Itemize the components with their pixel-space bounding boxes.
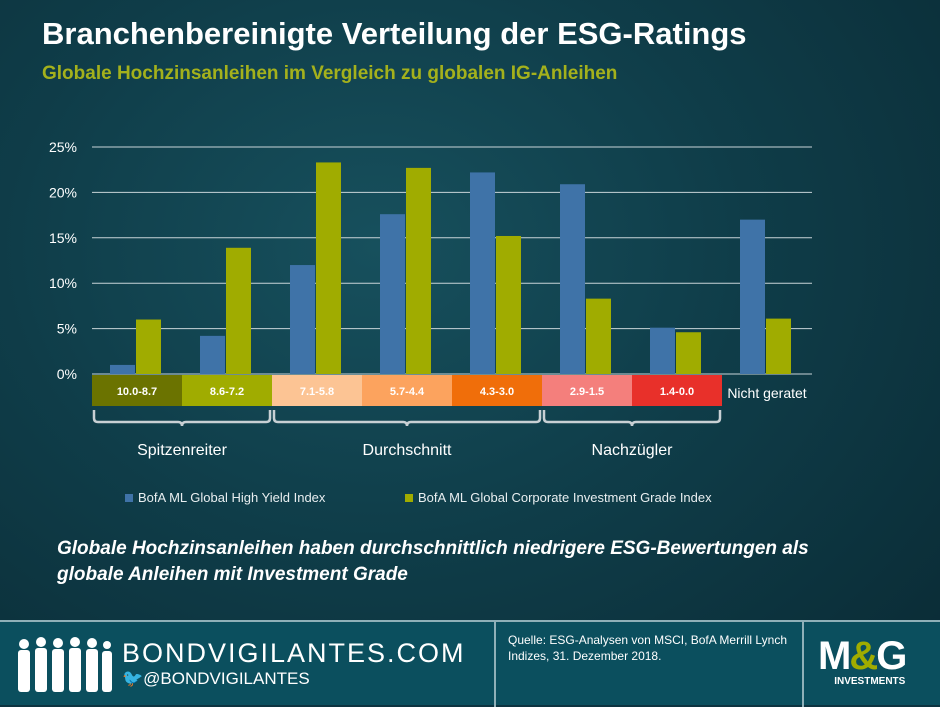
bar-chart: 0% 5% 10% 15% 20% 25% 10.0-8.7 8.6-7.2 7.1-5.8 5.… [49,139,812,459]
bar-hy [110,364,135,374]
group-label: Nachzügler [592,442,674,459]
bar-ig [226,247,251,374]
bar-ig [136,319,161,374]
y-tick-label: 25% [49,139,77,155]
divider [802,622,804,707]
bar-hy [290,265,315,374]
divider [494,622,496,707]
rating-band [452,375,542,406]
y-tick-label: 0% [57,366,77,382]
bar-ig [316,162,341,374]
rating-band [272,375,362,406]
x-tick-label: 4.3-3.0 [480,386,514,398]
key-takeaway: Globale Hochzinsanleihen haben durchschn… [57,538,809,585]
y-tick-label: 20% [49,184,77,200]
legend-swatch [405,493,413,502]
twitter-handle: 🐦@BONDVIGILANTES [122,669,310,689]
chart-title: Branchenbereinigte Verteilung der ESG-Ra… [42,16,747,51]
y-tick-label: 15% [49,230,77,246]
bar-ig [406,167,431,374]
source-note: Quelle: ESG-Analysen von MSCI, BofA Merr… [508,633,787,663]
x-tick-label: 5.7-4.4 [390,386,425,398]
x-tick-label: 10.0-8.7 [117,386,157,398]
chart-subtitle: Globale Hochzinsanleihen im Vergleich zu… [42,63,618,84]
group-brace [542,410,722,427]
group-label: Spitzenreiter [137,442,227,459]
legend-label: BofA ML Global High Yield Index [138,490,326,505]
rating-band [182,375,272,406]
legend-item-investment-grade: BofA ML Global Corporate Investment Grad… [405,490,712,505]
bar-hy [380,214,405,374]
group-label: Durchschnitt [363,442,452,459]
logo-subtext: INVESTMENTS [834,676,906,687]
x-tick-label: 1.4-0.0 [660,386,694,398]
footer: BONDVIGILANTES.COM 🐦@BONDVIGILANTES Quel… [0,620,940,707]
rating-band [542,375,632,406]
bar-ig [586,298,611,374]
legend-swatch [125,493,133,502]
bar-hy [740,219,765,374]
rating-band [362,375,452,406]
bar-ig [676,332,701,374]
rating-band [632,375,722,406]
y-tick-label: 5% [57,321,77,337]
y-tick-label: 10% [49,275,77,291]
people-silhouette-icon [18,637,112,692]
bar-hy [650,327,675,374]
group-brace [92,410,272,427]
x-tick-label: Nicht geratet [727,385,806,401]
rating-band [92,375,182,406]
mg-logo: M&G INVESTMENTS [818,634,907,687]
x-tick-label: 8.6-7.2 [210,386,244,398]
bar-hy [200,335,225,374]
twitter-handle-text: @BONDVIGILANTES [143,669,310,688]
bar-hy [470,172,495,374]
site-name: BONDVIGILANTES.COM [122,638,466,668]
bar-ig [496,235,521,374]
x-tick-label: 7.1-5.8 [300,386,334,398]
bar-ig [766,318,791,374]
x-tick-label: 2.9-1.5 [570,386,604,398]
legend-label: BofA ML Global Corporate Investment Grad… [418,490,712,505]
bar-hy [560,184,585,374]
twitter-icon: 🐦 [122,669,144,688]
legend-item-high-yield: BofA ML Global High Yield Index [125,490,325,505]
group-brace [272,410,542,427]
